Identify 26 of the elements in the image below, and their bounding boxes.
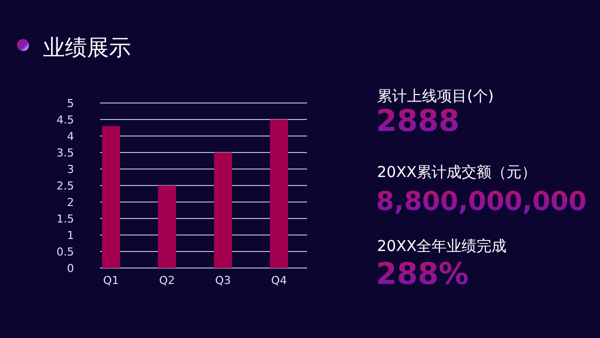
bar (158, 186, 176, 268)
x-tick-label: Q3 (215, 274, 231, 287)
chart-title: 业绩展示 (43, 36, 131, 61)
y-tick-label: 1 (67, 229, 74, 242)
y-tick-label: 2 (67, 196, 74, 209)
text: 2888 (376, 104, 460, 139)
x-tick-label: Q2 (159, 274, 175, 287)
y-tick-label: 4.5 (56, 114, 74, 126)
x-tick-label: Q1 (103, 274, 119, 287)
text: 288% (376, 257, 469, 292)
text: 20XX全年业绩完成 (377, 237, 507, 255)
y-tick-label: 1.5 (56, 212, 74, 226)
bar (214, 152, 232, 268)
bar (270, 120, 288, 268)
y-tick-label: 3.5 (56, 146, 74, 160)
text: 8,800,000,000 (376, 187, 587, 217)
x-tick-label: Q4 (271, 274, 287, 287)
y-tick-label: 3 (67, 163, 74, 176)
text: 累计上线项目(个) (377, 87, 494, 105)
text: 20XX累计成交额（元） (377, 163, 537, 181)
y-tick-label: 4 (67, 130, 74, 143)
y-tick-label: 0.5 (56, 246, 74, 258)
y-tick-label: 0 (67, 262, 74, 275)
bar (102, 126, 120, 268)
y-tick-label: 5 (67, 97, 74, 110)
y-tick-label: 2.5 (56, 180, 74, 192)
